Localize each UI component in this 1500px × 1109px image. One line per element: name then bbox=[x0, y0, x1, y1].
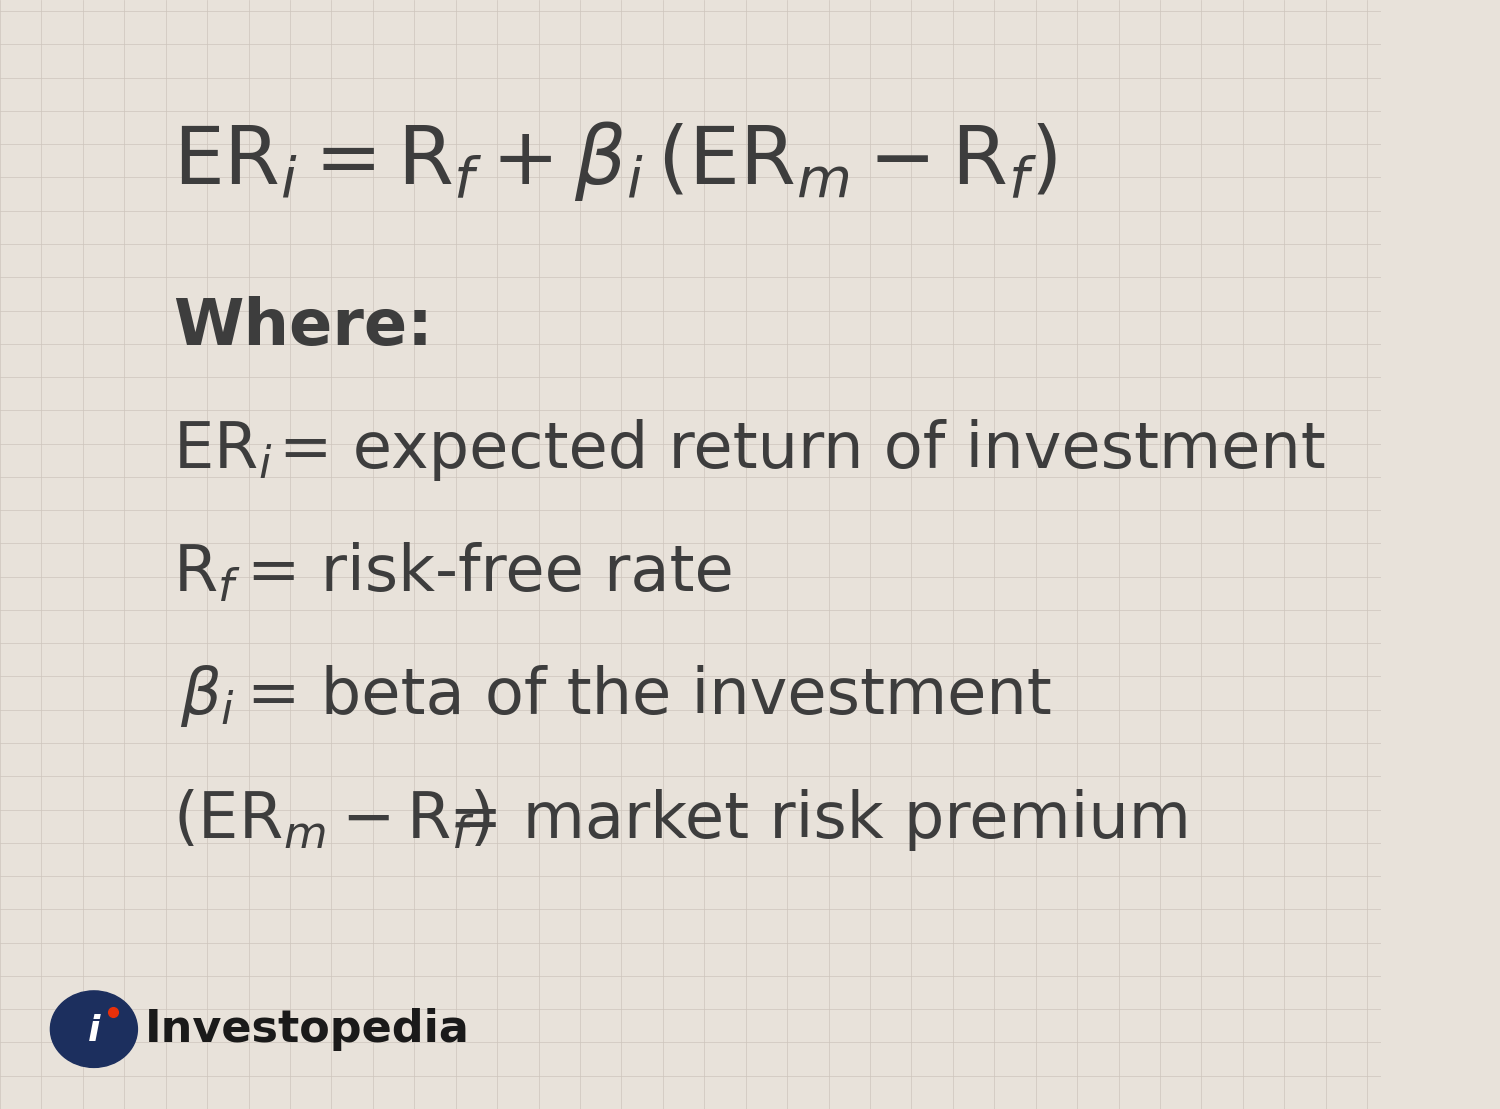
Text: = beta of the investment: = beta of the investment bbox=[248, 665, 1052, 728]
Ellipse shape bbox=[51, 991, 138, 1067]
Text: = risk-free rate: = risk-free rate bbox=[248, 542, 734, 604]
Text: i: i bbox=[87, 1015, 100, 1048]
Text: Investopedia: Investopedia bbox=[146, 1008, 470, 1050]
Text: = market risk premium: = market risk premium bbox=[448, 788, 1191, 851]
Text: $\mathsf{ER}_i = \mathsf{R}_f + \beta_i\,(\mathsf{ER}_m - \mathsf{R}_f)$: $\mathsf{ER}_i = \mathsf{R}_f + \beta_i\… bbox=[172, 119, 1058, 203]
Text: = expected return of investment: = expected return of investment bbox=[279, 419, 1326, 481]
Text: Where:: Where: bbox=[172, 296, 432, 358]
Text: $\mathsf{ER}_i$: $\mathsf{ER}_i$ bbox=[172, 419, 272, 481]
Text: $\beta_i$: $\beta_i$ bbox=[180, 663, 234, 730]
Text: $\mathsf{R}_f$: $\mathsf{R}_f$ bbox=[172, 542, 242, 604]
Text: $(\mathsf{ER}_m - \mathsf{R}_f)$: $(\mathsf{ER}_m - \mathsf{R}_f)$ bbox=[172, 787, 491, 852]
